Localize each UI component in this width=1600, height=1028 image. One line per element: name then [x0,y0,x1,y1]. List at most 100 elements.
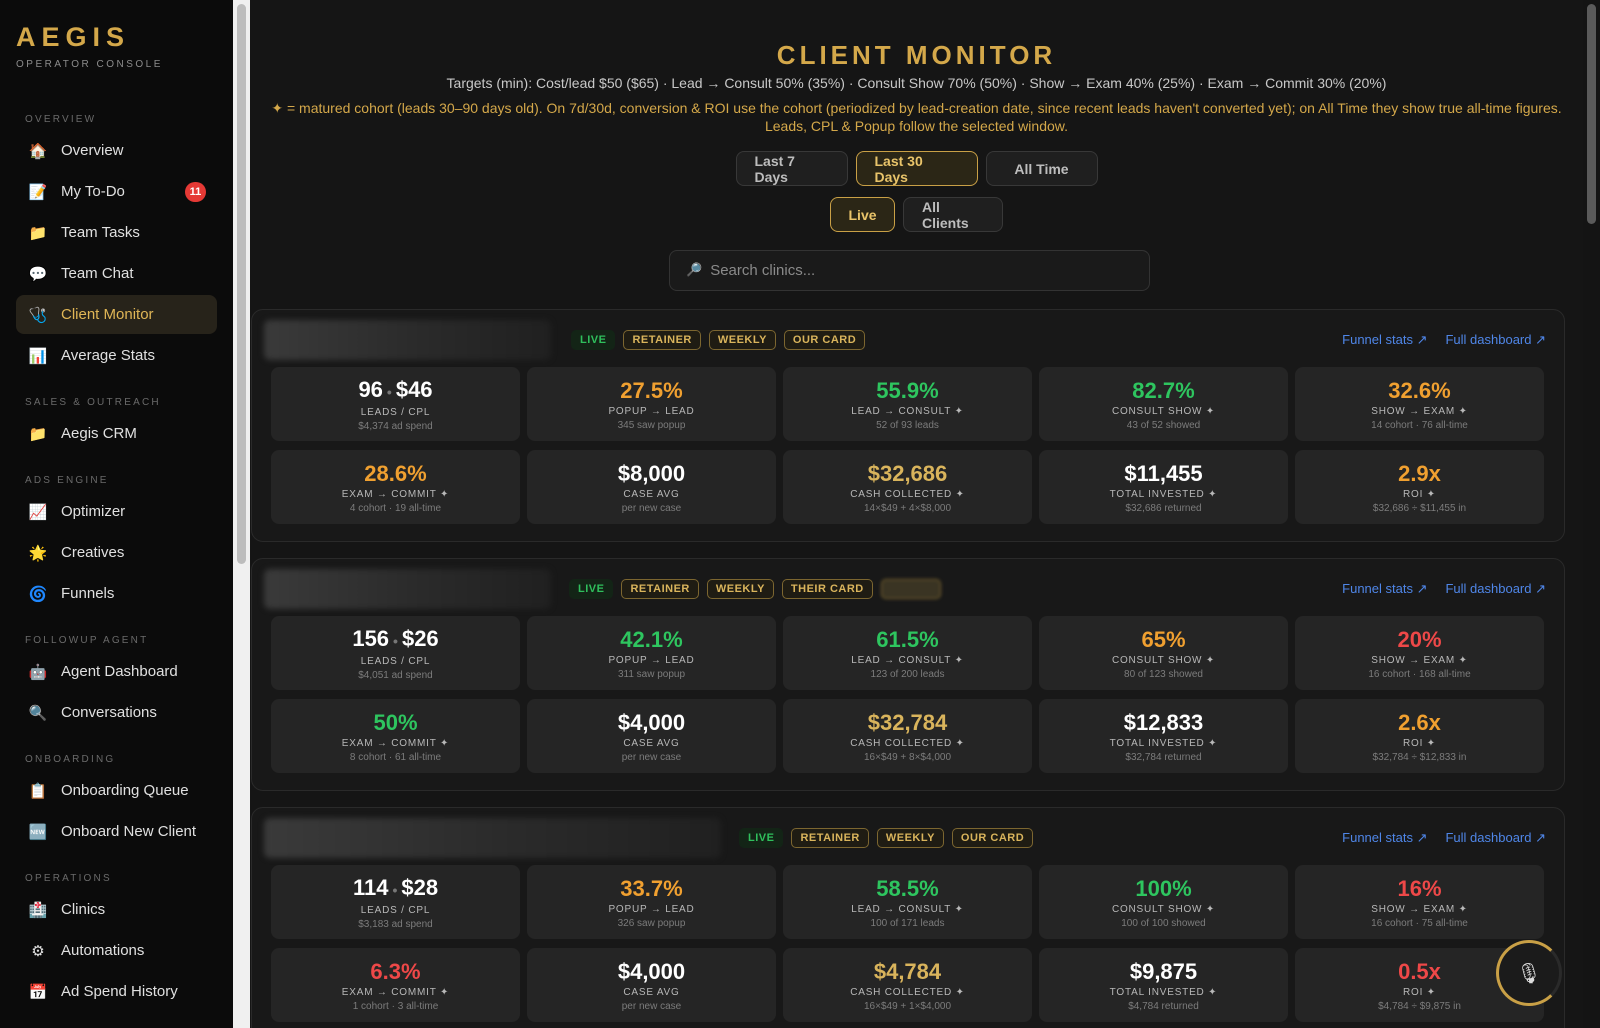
client-links: Funnel stats ↗ Full dashboard ↗ [1342,581,1546,597]
sidebar-item-team-tasks[interactable]: 📁 Team Tasks [16,213,217,252]
stat-subtext: 16 cohort · 168 all-time [1368,668,1471,680]
stat-label: SHOW → EXAM ✦ [1371,405,1468,417]
sidebar-item-automations[interactable]: ⚙ Automations [16,931,217,970]
client-badges: LIVE RETAINER WEEKLY OUR CARD [571,330,866,350]
stat-label: SHOW → EXAM ✦ [1371,654,1468,666]
stat-popup-to-lead: 42.1% POPUP → LEAD 311 saw popup [527,616,776,690]
brand-logo-text: AEGIS [16,22,131,52]
stat-label: EXAM → COMMIT ✦ [341,488,450,500]
sidebar-item-overview[interactable]: 🏠 Overview [16,131,217,170]
stat-consult-show: 65% CONSULT SHOW ✦ 80 of 123 showed [1039,616,1288,690]
stat-label: TOTAL INVESTED ✦ [1109,488,1218,500]
sidebar-item-label: Team Tasks [61,224,140,241]
sidebar-item-average-stats[interactable]: 📊 Average Stats [16,336,217,375]
brand: AEGIS OPERATOR CONSOLE [0,0,233,70]
sidebar-item-creatives[interactable]: 🌟 Creatives [16,533,217,572]
stat-value: 6.3% [370,958,421,984]
stat-label: ROI ✦ [1403,737,1436,749]
stat-subtext: $32,686 ÷ $11,455 in [1372,502,1467,514]
sidebar-item-optimizer[interactable]: 📈 Optimizer [16,492,217,531]
sidebar-item-client-monitor[interactable]: 🩺 Client Monitor [16,295,217,334]
stat-value: $32,784 [867,709,948,735]
main-scrollbar-track[interactable] [1583,0,1600,1028]
date-range-filter: Last 7 Days Last 30 Days All Time [250,151,1583,186]
home-icon: 🏠 [28,141,48,160]
sidebar-scrollbar-thumb[interactable] [237,4,246,564]
filter-all-clients-button[interactable]: All Clients [903,197,1003,232]
stat-subtext: $4,374 ad spend [358,420,433,432]
clipboard-icon: 📋 [28,781,48,800]
sidebar-item-label: Overview [61,142,124,159]
funnel-stats-link[interactable]: Funnel stats ↗ [1342,581,1428,596]
sidebar-item-team-chat[interactable]: 💬 Team Chat [16,254,217,293]
stat-label: CASH COLLECTED ✦ [850,986,965,998]
client-card-header: LIVE RETAINER WEEKLY OUR CARD Funnel stats ↗… [264,818,1554,858]
stat-leads-cpl: 114 • $28 LEADS / CPL $3,183 ad spend [271,865,520,939]
stat-label: CONSULT SHOW ✦ [1111,654,1216,666]
full-dashboard-link[interactable]: Full dashboard ↗ [1445,830,1546,845]
trend-chart-icon: 📈 [28,502,48,521]
stat-value: $9,875 [1129,958,1198,984]
targets-text: Targets (min): Cost/lead $50 ($65) · Lea… [446,75,1387,91]
stat-lead-to-consult: 55.9% LEAD → CONSULT ✦ 52 of 93 leads [783,367,1032,441]
separator-dot: • [386,383,392,400]
filter-last-7-days-button[interactable]: Last 7 Days [735,151,848,186]
stat-subtext: 14 cohort · 76 all-time [1371,419,1468,431]
leads-count: 156 [352,625,390,651]
sidebar-item-label: Ad Spend History [61,983,178,1000]
stat-subtext: 14×$49 + 4×$8,000 [863,502,952,514]
leads-count: 114 [352,874,389,900]
stat-case-avg: $4,000 CASE AVG per new case [527,699,776,773]
stat-label: CONSULT SHOW ✦ [1111,405,1216,417]
stat-cash-collected: $4,784 CASH COLLECTED ✦ 16×$49 + 1×$4,000 [783,948,1032,1022]
stat-value: $32,686 [867,460,948,486]
sidebar-item-agent-dashboard[interactable]: 🤖 Agent Dashboard [16,652,217,691]
nav-section-overview: OVERVIEW [25,114,97,125]
stat-roi: 2.9x ROI ✦ $32,686 ÷ $11,455 in [1295,450,1544,524]
sidebar-item-onboard-new-client[interactable]: 🆕 Onboard New Client [16,812,217,851]
stat-popup-to-lead: 27.5% POPUP → LEAD 345 saw popup [527,367,776,441]
stat-label: SHOW → EXAM ✦ [1371,903,1468,915]
sidebar-item-ad-spend-history[interactable]: 📅 Ad Spend History [16,972,217,1011]
stat-subtext: 345 saw popup [617,419,686,431]
filter-live-button[interactable]: Live [830,197,895,232]
sidebar-item-aegis-crm[interactable]: 📁 Aegis CRM [16,414,217,453]
client-links: Funnel stats ↗ Full dashboard ↗ [1342,332,1546,348]
sidebar-item-label: Average Stats [61,347,155,364]
sidebar-item-my-todo[interactable]: 📝 My To-Do 11 [16,172,217,211]
funnel-stats-link[interactable]: Funnel stats ↗ [1342,830,1428,845]
stat-show-to-exam: 16% SHOW → EXAM ✦ 16 cohort · 75 all-time [1295,865,1544,939]
nav-section-followup-agent: FOLLOWUP AGENT [25,635,149,646]
cpl-value: $26 [401,625,439,651]
stat-value: 82.7% [1132,377,1195,403]
page-title: CLIENT MONITOR [776,40,1057,70]
search-input[interactable]: 🔎 Search clinics... [669,250,1150,291]
folder-icon: 📁 [28,424,48,443]
stat-label: CASE AVG [623,737,680,749]
stat-label: CONSULT SHOW ✦ [1111,903,1216,915]
full-dashboard-link[interactable]: Full dashboard ↗ [1445,581,1546,596]
sidebar-item-clinics[interactable]: 🏥 Clinics [16,890,217,929]
stat-consult-show: 100% CONSULT SHOW ✦ 100 of 100 showed [1039,865,1288,939]
funnel-stats-link[interactable]: Funnel stats ↗ [1342,332,1428,347]
gear-icon: ⚙ [31,941,45,960]
stat-leads-cpl: 156 • $26 LEADS / CPL $4,051 ad spend [271,616,520,690]
filter-all-time-button[interactable]: All Time [985,151,1098,186]
client-card: LIVE RETAINER WEEKLY OUR CARD Funnel stats ↗… [251,309,1565,542]
stat-subtext: $32,686 returned [1125,502,1202,514]
filter-last-30-days-button[interactable]: Last 30 Days [855,151,978,186]
sidebar-item-funnels[interactable]: 🌀 Funnels [16,574,217,613]
status-badge: RETAINER [623,330,701,350]
main-scrollbar-thumb[interactable] [1587,4,1596,224]
sidebar-item-onboarding-queue[interactable]: 📋 Onboarding Queue [16,771,217,810]
status-badge: RETAINER [621,579,699,599]
client-stats-grid: 96 • $46 LEADS / CPL $4,374 ad spend 27.5% POP… [271,367,1544,524]
stat-total-invested: $11,455 TOTAL INVESTED ✦ $32,686 returned [1039,450,1288,524]
sidebar-item-label: Conversations [61,704,157,721]
client-card: LIVE RETAINER WEEKLY THEIR CARD Funnel stats… [251,558,1565,791]
voice-assistant-button[interactable]: 🎙 [1496,940,1562,1006]
sidebar-item-conversations[interactable]: 🔍 Conversations [16,693,217,732]
stat-label: LEADS / CPL [360,406,431,418]
full-dashboard-link[interactable]: Full dashboard ↗ [1445,332,1546,347]
sidebar: AEGIS OPERATOR CONSOLE OVERVIEW 🏠 Overvi… [0,0,233,1028]
